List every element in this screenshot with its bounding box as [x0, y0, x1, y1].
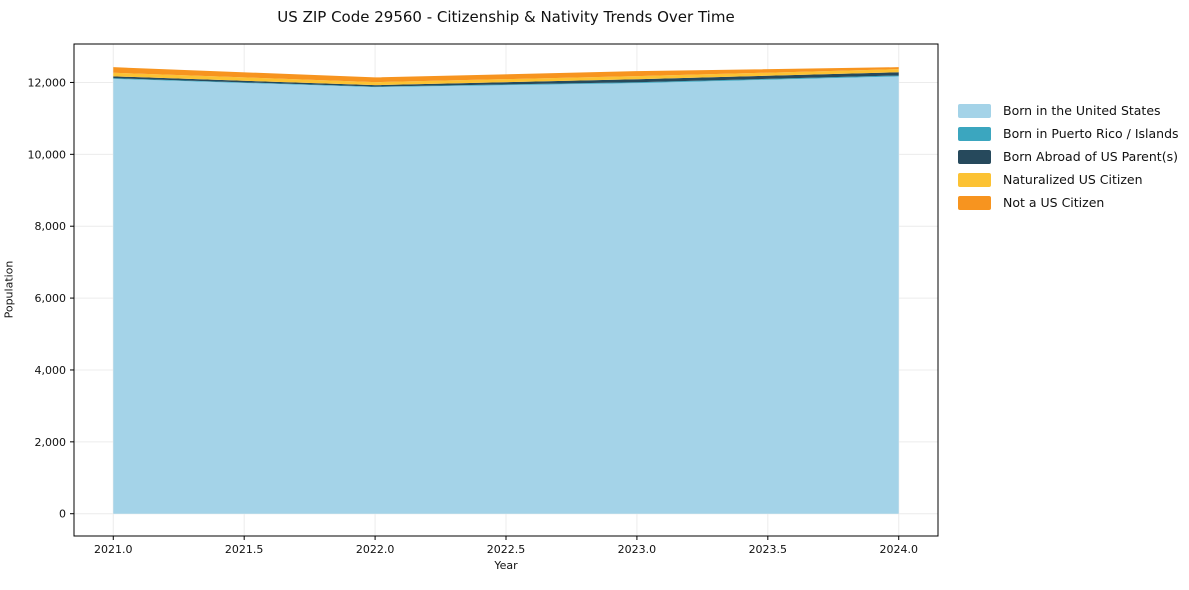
y-tick-label: 0 — [59, 508, 66, 521]
x-tick-label: 2022.0 — [356, 543, 395, 556]
y-tick-label: 2,000 — [35, 436, 67, 449]
legend-label: Born in the United States — [1003, 103, 1161, 118]
legend-swatch — [958, 196, 991, 210]
legend: Born in the United States Born in Puerto … — [958, 104, 1179, 210]
y-tick-label: 12,000 — [28, 76, 67, 89]
legend-label: Naturalized US Citizen — [1003, 172, 1143, 187]
legend-label: Born in Puerto Rico / Islands — [1003, 126, 1179, 141]
legend-swatch — [958, 150, 991, 164]
area-series — [113, 75, 899, 88]
legend-item: Naturalized US Citizen — [958, 173, 1179, 187]
chart-title: US ZIP Code 29560 - Citizenship & Nativi… — [277, 8, 735, 26]
x-tick-label: 2024.0 — [879, 543, 918, 556]
legend-label: Not a US Citizen — [1003, 195, 1105, 210]
area-series — [113, 72, 899, 87]
y-tick-label: 6,000 — [35, 292, 67, 305]
x-tick-label: 2021.0 — [94, 543, 133, 556]
x-tick-label: 2022.5 — [487, 543, 526, 556]
y-tick-label: 10,000 — [28, 148, 67, 161]
x-tick-label: 2021.5 — [225, 543, 264, 556]
y-axis-label: Population — [2, 260, 16, 319]
area-series — [113, 67, 899, 83]
legend-item: Not a US Citizen — [958, 196, 1179, 210]
legend-item: Born Abroad of US Parent(s) — [958, 150, 1179, 164]
x-tick-label: 2023.0 — [618, 543, 657, 556]
legend-item: Born in Puerto Rico / Islands — [958, 127, 1179, 141]
y-tick-label: 8,000 — [35, 220, 67, 233]
legend-label: Born Abroad of US Parent(s) — [1003, 149, 1178, 164]
legend-swatch — [958, 173, 991, 187]
y-tick-label: 4,000 — [35, 364, 67, 377]
area-series — [113, 69, 899, 86]
legend-item: Born in the United States — [958, 104, 1179, 118]
legend-swatch — [958, 127, 991, 141]
area-series — [113, 76, 899, 514]
x-tick-label: 2023.5 — [749, 543, 788, 556]
x-axis-label: Year — [494, 559, 518, 572]
legend-swatch — [958, 104, 991, 118]
